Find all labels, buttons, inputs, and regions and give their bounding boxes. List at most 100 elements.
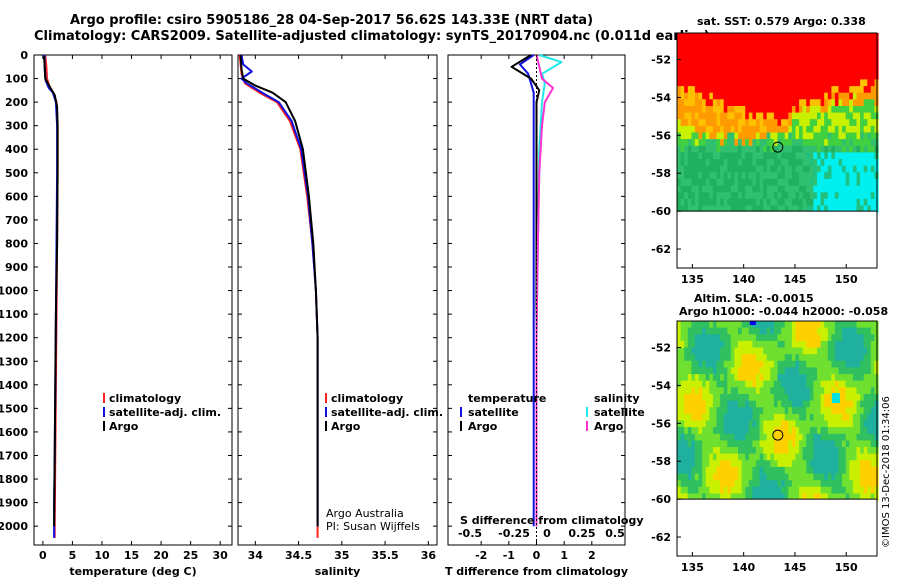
sla-map-cell (820, 493, 825, 501)
sla-map-cell (791, 327, 797, 335)
sst-map-cell (784, 125, 789, 134)
sla-map-cell (712, 440, 718, 448)
sst-map-cell (752, 59, 757, 67)
sst-map-cell (852, 132, 858, 140)
sla-map-cell (860, 407, 865, 415)
sst-map-cell (834, 205, 840, 213)
sla-map-cell (842, 453, 847, 461)
sst-map-cell (806, 178, 811, 187)
sst-map-cell (842, 79, 847, 87)
sla-map-cell (838, 420, 843, 428)
sst-map-cell (763, 205, 768, 213)
sla-map-cell (784, 460, 789, 468)
sst-map-cell (763, 178, 768, 187)
sla-map-cell (817, 340, 822, 349)
sst-map-cell (831, 192, 836, 200)
sla-map-cell (777, 387, 782, 395)
sla-map-cell (813, 493, 818, 501)
sst-map-cell (777, 132, 782, 140)
sst-map-cell (813, 172, 818, 180)
sla-map-cell (777, 347, 782, 355)
sst-map-cell (763, 198, 768, 206)
sla-map-cell (702, 334, 707, 342)
sla-map-cell (752, 413, 757, 422)
sla-map-cell (795, 440, 800, 448)
sst-map-cell (791, 59, 797, 67)
sst-map-cell (709, 33, 714, 41)
sla-map-cell (795, 427, 800, 435)
sst-map-cell (863, 198, 868, 206)
sla-map-cell (680, 413, 685, 422)
sla-map-cell (820, 407, 825, 415)
sla-map-cell (820, 334, 825, 342)
sla-map-cell (863, 480, 868, 488)
sst-map-cell (738, 139, 743, 147)
sla-map-cell (845, 347, 850, 355)
sst-map-cell (738, 92, 743, 100)
sst-map-cell (860, 33, 865, 41)
sla-map-cell (738, 433, 743, 441)
sst-map-cell (831, 92, 836, 100)
sla-map-cell (730, 354, 735, 362)
sst-map-cell (827, 112, 832, 120)
sla-map-cell (849, 347, 854, 355)
sst-map-cell (795, 125, 800, 134)
sst-map-cell (694, 66, 700, 74)
sst-map-cell (827, 205, 832, 213)
sla-map-cell (791, 367, 797, 375)
sst-map-cell (766, 66, 771, 74)
sst-map-cell (824, 125, 829, 134)
sla-map-cell (820, 360, 825, 368)
sla-map-cell (863, 394, 868, 402)
sla-map-cell (684, 453, 689, 461)
sst-map-cell (677, 33, 682, 41)
sla-map-cell (756, 480, 761, 488)
sla-map-cell (738, 460, 743, 468)
sst-map-cell (756, 79, 761, 87)
sla-map-cell (756, 340, 761, 349)
sst-map-cell (795, 119, 800, 127)
sst-map-cell (795, 185, 800, 193)
sla-map-cell (738, 347, 743, 355)
sst-map-cell (684, 152, 689, 160)
sst-map-cell (745, 46, 750, 54)
sst-map-cell (852, 112, 858, 120)
sst-map-cell (763, 152, 768, 160)
sla-map-cell (698, 413, 703, 422)
sla-map-cell (870, 354, 875, 362)
sla-map-cell (784, 374, 789, 382)
sst-map-cell (694, 178, 700, 187)
sla-map-cell (702, 486, 707, 494)
sla-map-cell (838, 413, 843, 422)
sst-map-cell (716, 205, 721, 213)
sst-map-cell (745, 92, 750, 100)
sst-map-cell (694, 172, 700, 180)
sst-map-cell (813, 119, 818, 127)
sla-map-cell (773, 453, 779, 461)
sla-map-cell (738, 354, 743, 362)
sst-map-cell (842, 112, 847, 120)
sst-map-cell (781, 192, 786, 200)
sst-map-cell (799, 152, 804, 160)
sla-map-cell (781, 367, 786, 375)
sla-map-cell (838, 347, 843, 355)
sst-map-cell (723, 72, 728, 80)
sst-map-cell (773, 92, 779, 100)
sla-map-cell (842, 413, 847, 422)
sst-map-cell (752, 185, 757, 193)
sla-map-cell (748, 400, 753, 408)
sla-map-cell (694, 340, 700, 349)
difference-legend-temperature-item: Argo (468, 420, 498, 433)
sst-map-cell (870, 185, 875, 193)
depth-tick-label: 800 (5, 237, 28, 250)
sla-map-cell (838, 473, 843, 481)
sla-map-cell (698, 453, 703, 461)
sst-map-cell (702, 139, 707, 147)
sla-map-cell (763, 466, 768, 475)
sla-map-cell (756, 321, 761, 329)
sla-map-cell (817, 460, 822, 468)
sla-map-cell (687, 374, 692, 382)
sla-map-cell (849, 340, 854, 349)
sla-map-cell (820, 367, 825, 375)
sla-map-cell (831, 453, 836, 461)
